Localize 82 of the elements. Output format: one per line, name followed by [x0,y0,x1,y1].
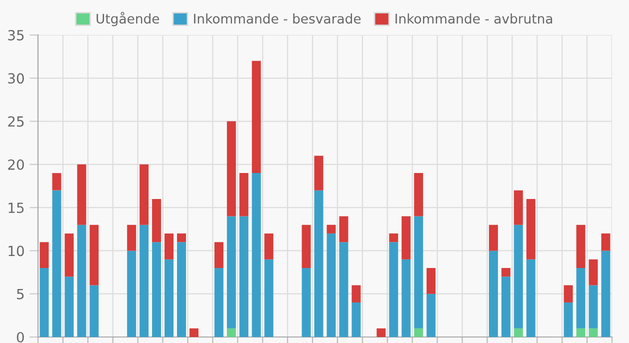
bar [352,285,361,302]
bar [226,216,236,328]
bar [64,233,74,277]
bar [177,242,186,337]
y-tick-label: 35 [8,30,24,40]
y-tick-label: 30 [8,73,24,84]
bar [488,224,498,251]
bar [127,250,136,337]
bar [414,328,424,337]
y-tick-label: 10 [8,246,24,256]
bar [501,268,510,277]
bar [302,268,311,337]
bar [314,156,324,190]
bar [501,276,510,337]
bar [588,285,598,328]
bar [177,233,186,242]
legend-label: Inkommande - avbrutna [396,13,552,24]
bar [576,268,586,328]
y-tick-label: 20 [8,159,24,170]
bar [414,216,424,328]
bar [339,216,348,242]
bar [77,224,86,337]
bar [64,276,74,337]
y-tick-label: 15 [8,202,24,214]
legend-label: Inkommande - besvarade [194,13,361,24]
bar [302,224,311,268]
legend-label: Utgående [96,12,160,26]
bar [576,224,586,268]
bar [402,216,411,260]
bar [140,224,149,337]
bar [164,233,174,260]
bar [239,173,248,216]
bar [601,233,610,251]
bar [152,198,162,242]
bar [40,242,49,268]
bar [564,285,573,302]
bar [526,259,536,337]
y-tick-label: 25 [8,116,24,127]
bar [402,259,411,337]
bar [226,328,236,337]
bar [52,173,62,190]
bar [326,233,336,337]
bar [189,328,198,337]
bar [389,233,398,242]
bar [127,224,136,251]
bar [426,294,436,337]
bar [252,173,261,337]
bar [526,198,536,260]
bar [514,328,523,337]
bar [352,302,361,337]
bar [264,259,274,337]
bar [140,164,149,225]
bar [588,259,598,286]
bar [214,242,224,268]
bar [514,190,523,225]
bar [264,233,274,260]
bar [488,250,498,337]
bar [601,250,610,337]
bar [414,173,424,216]
y-tick-label: 5 [17,289,24,300]
bar [389,242,398,337]
bar [514,224,523,328]
bar [564,302,573,337]
bar [226,121,236,216]
bar [52,190,62,337]
bar [376,328,386,337]
bar [576,328,586,337]
bar [214,268,224,337]
bar [314,190,324,337]
bar [40,268,49,337]
bar [588,328,598,337]
y-tick-label: 0 [16,332,24,342]
bar [90,224,99,286]
bar [252,60,261,174]
bar [77,164,86,225]
bar [239,216,248,337]
bar [326,224,336,234]
bar [152,242,162,337]
bar [426,268,436,294]
bar [164,259,174,337]
bar [90,285,99,337]
bar [339,242,348,337]
